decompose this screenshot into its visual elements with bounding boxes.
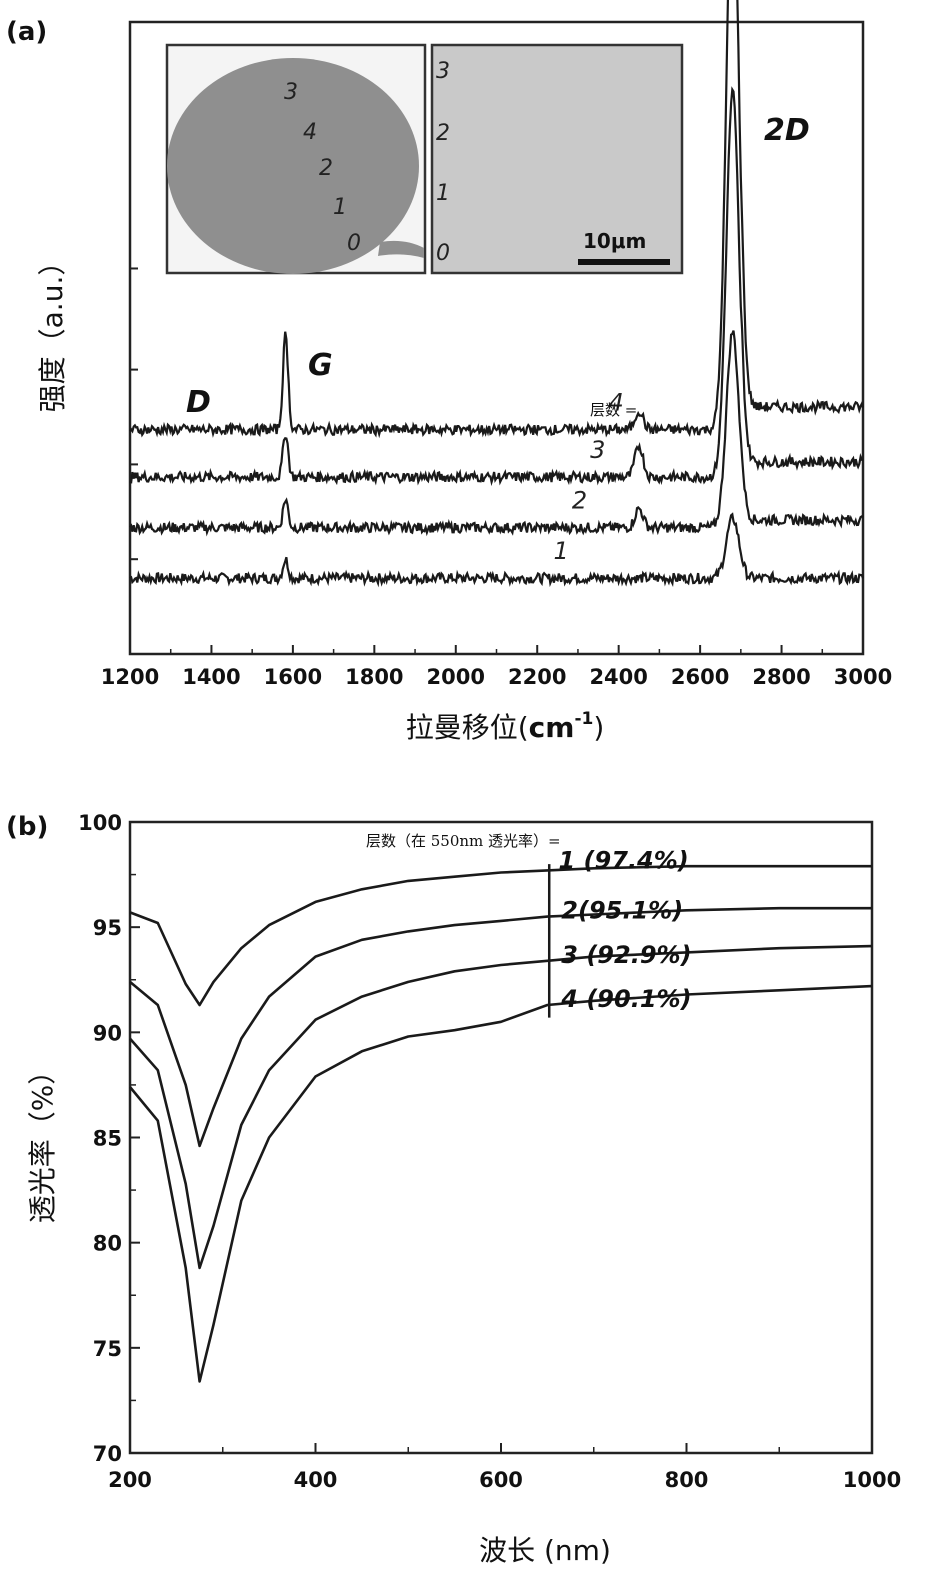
peak-label-2d: 2D xyxy=(764,113,810,148)
inset-graphene-disk xyxy=(167,58,419,274)
raman-series-2 xyxy=(129,330,864,537)
inset-right-num-3: 3 xyxy=(436,59,450,84)
inset-left-num-3: 3 xyxy=(284,80,298,105)
panel-a-x-axis-title-close: ) xyxy=(593,711,604,744)
panel-b-y-tick-label: 95 xyxy=(93,916,122,940)
panel-a-x-axis-title: 拉曼移位(cm-1) xyxy=(406,709,605,744)
panel-b-x-axis-title: 波长 (nm) xyxy=(479,1534,611,1567)
panel-b-y-tick-label: 100 xyxy=(78,811,122,835)
raman-series-label: 4 xyxy=(608,389,623,417)
transmittance-series-labels: 1 (97.4%) 2(95.1%) 3 (92.9%) 4 (90.1%) xyxy=(559,847,692,1013)
panel-a-x-axis: 1200 1400 1600 1800 2000 2200 2400 2600 2800 3000 xyxy=(101,267,892,689)
panel-b-x-tick-label: 800 xyxy=(665,1468,709,1492)
panel-a-x-axis-title-exp: -1 xyxy=(574,709,593,729)
transmittance-series-3 xyxy=(129,944,873,1270)
panel-a-x-tick-label: 1800 xyxy=(345,665,403,689)
inset-right-num-1: 1 xyxy=(436,181,450,206)
panel-a-x-tick-label: 3000 xyxy=(834,665,892,689)
panel-a-x-axis-title-main: 拉曼移位( xyxy=(406,711,529,744)
panel-b-label: (b) xyxy=(6,812,48,842)
inset-flake-tail xyxy=(378,240,424,258)
transmittance-series-2 xyxy=(129,906,872,1148)
panel-a-x-tick-label: 2400 xyxy=(589,665,647,689)
panel-a-x-tick-label: 1400 xyxy=(182,665,240,689)
panel-a-label: (a) xyxy=(6,17,47,47)
scale-bar-label: 10μm xyxy=(583,229,646,253)
inset-right-num-0: 0 xyxy=(436,241,450,266)
transmittance-curves xyxy=(128,864,873,1383)
panel-b-x-tick-label: 400 xyxy=(294,1468,338,1492)
panel-b-y-axis-title: 透光率（%） xyxy=(26,1057,59,1224)
inset-left-num-4: 4 xyxy=(303,120,317,145)
panel-a-x-tick-label: 1600 xyxy=(264,665,322,689)
panel-b-plot-frame xyxy=(128,820,874,1455)
raman-series-4 xyxy=(129,0,865,439)
transmittance-series-label: 4 (90.1%) xyxy=(560,985,691,1013)
layer-count-label: 层数 = xyxy=(590,401,637,419)
panel-b-x-tick-label: 1000 xyxy=(843,1468,901,1492)
panel-b-x-tick-label: 200 xyxy=(108,1468,152,1492)
panel-b-y-tick-label: 90 xyxy=(93,1021,122,1045)
transmittance-series-label: 1 (97.4%) xyxy=(559,847,689,875)
panel-a-x-tick-label: 2600 xyxy=(671,665,729,689)
scale-bar xyxy=(578,259,670,265)
transmittance-series-label: 3 (92.9%) xyxy=(561,941,691,969)
panel-b-legend-title: 层数（在 550nm 透光率）= xyxy=(366,832,561,850)
panel-b-axes: 200 400 600 800 1000 70 75 80 85 90 95 100 xyxy=(78,811,901,1492)
panel-a-x-axis-title-unit: cm xyxy=(529,711,575,744)
panel-a-x-tick-label: 1200 xyxy=(101,665,159,689)
inset-thickness-map xyxy=(430,43,684,275)
peak-label-g: G xyxy=(308,348,333,383)
panel-b-y-tick-label: 75 xyxy=(93,1337,122,1361)
peak-label-d: D xyxy=(186,385,211,420)
raman-series-label: 3 xyxy=(590,436,605,464)
transmittance-series-label: 2(95.1%) xyxy=(561,897,683,925)
panel-b-x-tick-label: 600 xyxy=(479,1468,523,1492)
panel-b-y-tick-label: 80 xyxy=(93,1232,122,1256)
panel-a-x-tick-label: 2800 xyxy=(752,665,810,689)
panel-b-y-tick-label: 70 xyxy=(93,1442,122,1466)
transmittance-series-4 xyxy=(128,984,873,1383)
inset-left-num-1: 1 xyxy=(333,195,347,220)
panel-a-x-tick-label: 2000 xyxy=(427,665,485,689)
raman-series-3 xyxy=(129,86,864,487)
panel-a-y-axis-title: 强度（a.u.） xyxy=(36,248,69,413)
panel-a-x-tick-label: 2200 xyxy=(508,665,566,689)
inset-left-num-2: 2 xyxy=(319,156,333,181)
raman-series-1 xyxy=(129,512,865,588)
raman-series-label: 1 xyxy=(554,537,569,565)
raman-inset: 3 4 2 1 0 3 2 1 0 10μm xyxy=(165,43,684,275)
raman-spectra xyxy=(129,0,865,588)
raman-series-label: 2 xyxy=(572,487,587,515)
panel-b-y-tick-label: 85 xyxy=(93,1127,122,1151)
inset-right-num-2: 2 xyxy=(436,121,450,146)
transmittance-series-1 xyxy=(129,864,872,1007)
inset-left-num-0: 0 xyxy=(347,231,361,256)
